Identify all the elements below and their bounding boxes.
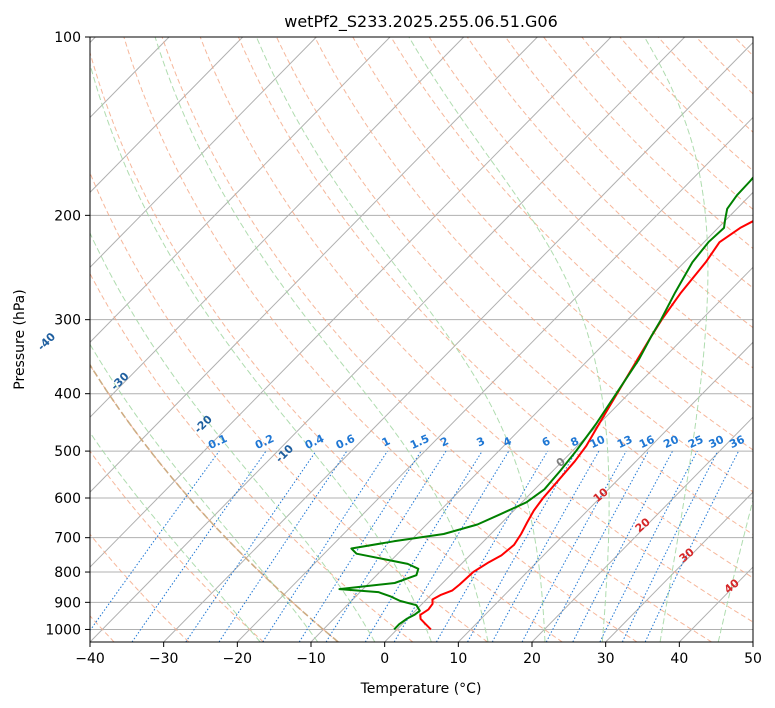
y-axis-ticks: 1000 900 800 700 600 500 400 300 200 100: [45, 30, 90, 638]
moist-adiabat-line: [408, 37, 610, 642]
plot-background: [90, 37, 753, 642]
mixing-ratio-line: [545, 450, 649, 642]
dewpoint-profile-line: [338, 176, 753, 631]
isotherm-line: [90, 37, 244, 194]
x-axis-ticks: −40 −30 −20 −10 0 10 20 30 40 50: [75, 642, 762, 667]
y-tick-label: 300: [54, 313, 81, 329]
mixing-ratio-line: [218, 450, 348, 642]
dry-adiabat-line: [237, 37, 753, 579]
mixing-ratio-line: [572, 450, 674, 642]
moist-adiabat-line: [154, 37, 489, 642]
isotherm-line: [236, 116, 753, 642]
mixing-ratio-line: [491, 450, 600, 642]
mixing-ratio-label: 36: [727, 433, 747, 451]
isotherm-line: [90, 37, 612, 568]
mixing-ratio-label: 30: [707, 433, 727, 451]
mixing-ratio-label: 13: [615, 433, 634, 451]
x-tick-label: 10: [449, 651, 467, 667]
mixing-ratio-line: [521, 450, 627, 642]
mixing-ratio-line: [621, 450, 719, 642]
isotherm-line: [310, 191, 753, 642]
mixing-ratio-line: [364, 450, 483, 642]
isotherm-line: [90, 37, 686, 642]
dry-adiabat-line: [466, 37, 753, 329]
dry-adiabat-line: [505, 37, 753, 289]
y-tick-label: 900: [54, 595, 81, 611]
y-axis-label: Pressure (hPa): [12, 289, 28, 389]
dry-adiabat-line: [90, 533, 190, 642]
y-tick-label: 1000: [45, 622, 81, 638]
dry-adiabat-line: [390, 37, 753, 410]
dry-adiabat-line: [199, 37, 753, 623]
moist-adiabat-line: [644, 37, 709, 642]
isotherm-line: [384, 266, 753, 642]
x-tick-label: 50: [744, 651, 762, 667]
x-tick-label: −10: [296, 651, 326, 667]
isotherm-line: [163, 41, 753, 642]
mixing-ratio-line: [185, 450, 317, 642]
mixing-ratio-label: 10: [588, 433, 608, 451]
mixing-ratio-line: [131, 450, 267, 642]
series-layer: [338, 176, 753, 631]
moist-adiabat-line: [90, 62, 432, 642]
moist-adiabat-line: [90, 343, 319, 642]
y-tick-label: 200: [54, 208, 81, 224]
x-tick-label: −40: [75, 651, 105, 667]
mixing-ratio-label: 25: [686, 433, 705, 451]
x-tick-label: −30: [149, 651, 179, 667]
isotherm-line: [90, 37, 317, 269]
mixing-ratio-label: 20: [661, 433, 681, 451]
y-tick-label: 500: [54, 444, 81, 460]
isotherm-line: [457, 341, 753, 642]
dry-adiabat-line: [90, 50, 563, 642]
isotherm-line: [90, 37, 391, 343]
moist-adiabat-line: [255, 37, 546, 642]
isotherm-line: [90, 37, 465, 418]
mixing-ratio-line: [393, 450, 510, 642]
y-tick-label: 100: [54, 30, 81, 46]
isotherm-line: [605, 491, 753, 642]
mixing-ratio-line: [644, 450, 740, 642]
x-tick-label: 0: [380, 651, 389, 667]
dry-adiabat-line: [161, 37, 712, 642]
chart-title: wetPf2_S233.2025.255.06.51.G06: [284, 12, 558, 32]
mixing-ratio-line: [90, 450, 220, 632]
dry-adiabat-line: [352, 37, 753, 451]
y-tick-label: 400: [54, 387, 81, 403]
isotherm-line: [531, 416, 753, 642]
x-tick-label: 40: [670, 651, 688, 667]
temperature-profile-line: [419, 220, 753, 631]
isotherm-line: [90, 37, 538, 493]
plot-frame: [89, 36, 754, 643]
x-axis-label: Temperature (°C): [360, 681, 482, 697]
mixing-ratio-line: [298, 450, 422, 642]
moist-adiabat-line: [90, 431, 261, 642]
y-tick-label: 800: [54, 565, 81, 581]
dry-adiabat-line: [314, 37, 753, 493]
mixing-ratio-label: 16: [637, 433, 657, 451]
mixing-ratio-line: [599, 450, 698, 642]
mixing-ratio-line: [262, 450, 388, 642]
x-tick-label: 20: [523, 651, 541, 667]
y-tick-label: 700: [54, 531, 81, 547]
mixing-ratio-line: [325, 450, 447, 642]
grid-layer: [90, 37, 753, 642]
y-tick-label: 600: [54, 491, 81, 507]
x-tick-label: −20: [223, 651, 253, 667]
moist-adiabat-line: [90, 231, 376, 642]
dry-adiabat-line: [90, 272, 414, 642]
x-tick-label: 30: [597, 651, 615, 667]
dry-adiabat-line: [276, 37, 753, 536]
